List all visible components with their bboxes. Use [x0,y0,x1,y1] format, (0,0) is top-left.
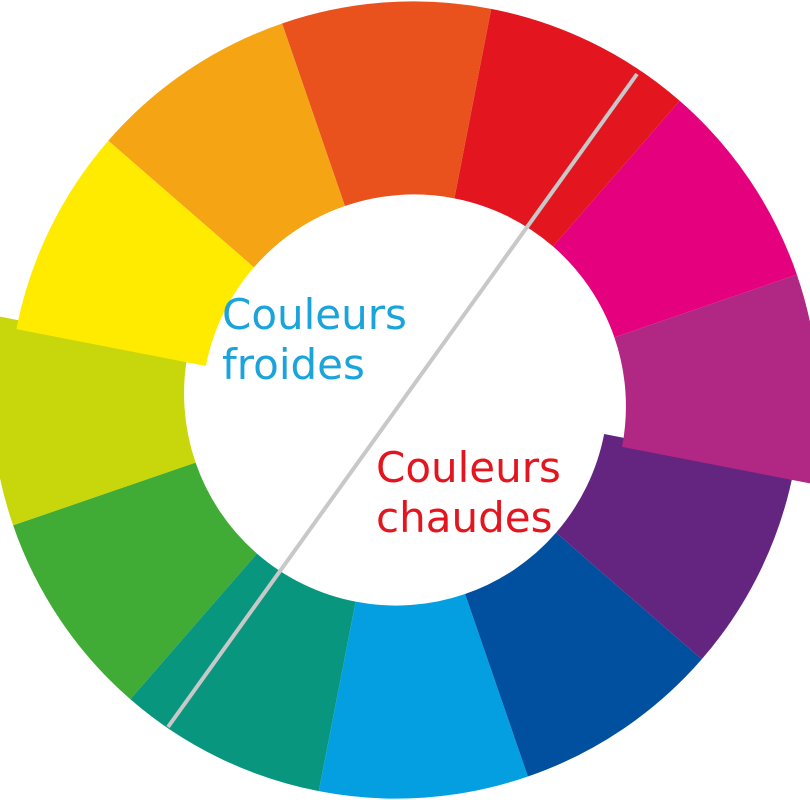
cool-label-line-1: Couleurs [222,290,407,340]
cool-colors-label: Couleurs froides [222,290,407,390]
warm-label-line-2: chaudes [376,493,561,543]
cool-label-line-2: froides [222,340,407,390]
warm-colors-label: Couleurs chaudes [376,443,561,543]
warm-label-line-1: Couleurs [376,443,561,493]
